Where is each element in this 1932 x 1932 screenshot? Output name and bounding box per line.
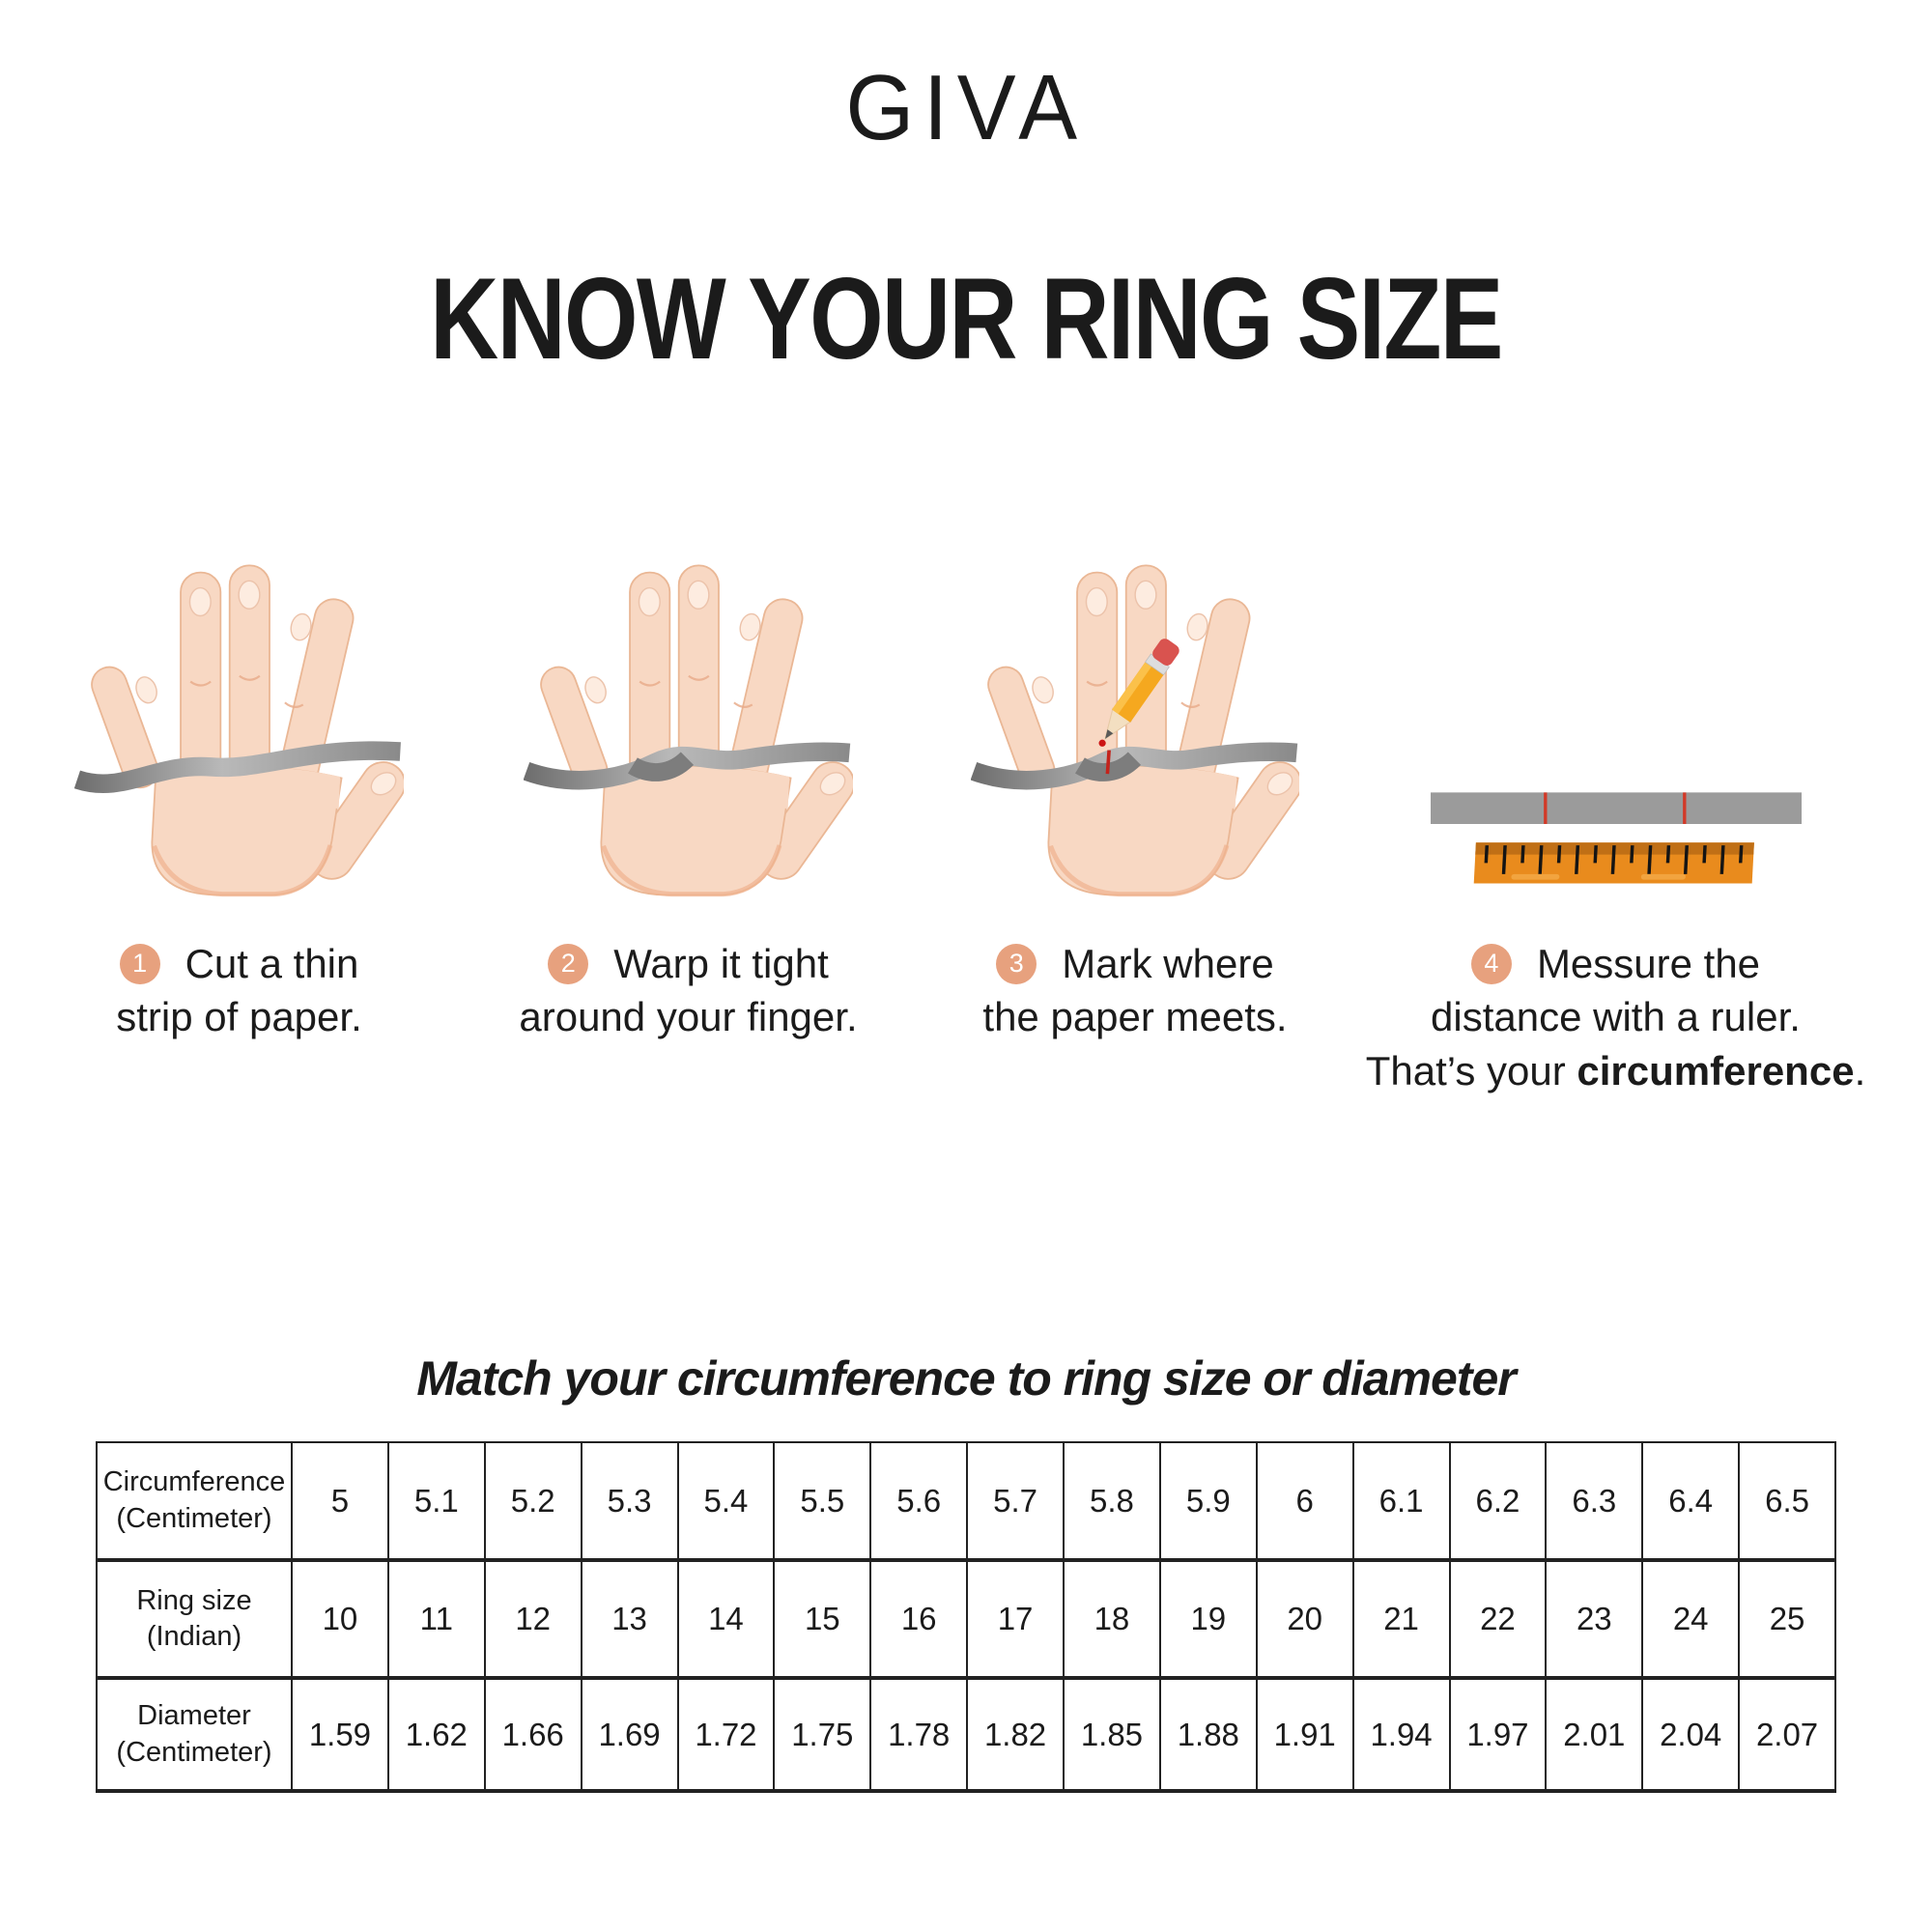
paper-strip	[524, 742, 851, 790]
row-label: Circumference (Centimeter)	[96, 1442, 293, 1561]
steps-row: 1 Cut a thin strip of paper. 2 Warp it t…	[0, 437, 1932, 1097]
table-row: Circumference (Centimeter) 5 5.1 5.2 5.3 5.4 5.…	[96, 1442, 1836, 1561]
table-cell: 1.69	[580, 1678, 679, 1792]
table-cell: 2.07	[1738, 1678, 1836, 1792]
table-cell: 21	[1351, 1560, 1451, 1679]
table-cell: 5.9	[1158, 1442, 1258, 1561]
row-label: Diameter (Centimeter)	[96, 1678, 293, 1792]
red-mark	[1105, 750, 1111, 775]
hand-paper-strip-icon	[74, 549, 403, 898]
step-2-caption: 2 Warp it tight around your finger.	[519, 937, 857, 1044]
step-4-text-line1: Messure the	[1536, 941, 1761, 986]
size-table: Circumference (Centimeter) 5 5.1 5.2 5.3 5.4 5.…	[96, 1441, 1836, 1794]
page-title: KNOW YOUR RING SIZE	[430, 254, 1503, 384]
table-cell: 6.5	[1738, 1442, 1836, 1561]
pencil-icon	[1103, 639, 1179, 741]
table-cell: 6.4	[1641, 1442, 1741, 1561]
table-cell: 18	[1063, 1560, 1161, 1679]
table-cell: 16	[869, 1560, 969, 1679]
step-3: 3 Mark where the paper meets.	[935, 437, 1336, 1097]
table-cell: 1.78	[869, 1678, 969, 1792]
step-3-illustration	[935, 437, 1336, 898]
table-cell: 1.91	[1255, 1678, 1354, 1792]
table-cell: 1.66	[483, 1678, 582, 1792]
table-cell: 6.3	[1545, 1442, 1644, 1561]
step-3-badge: 3	[996, 943, 1037, 984]
step-2-illustration	[442, 437, 935, 898]
table-cell: 14	[676, 1560, 776, 1679]
table-cell: 1.85	[1063, 1678, 1161, 1792]
table-cell: 13	[580, 1560, 679, 1679]
table-cell: 1.94	[1351, 1678, 1451, 1792]
table-cell: 6.2	[1448, 1442, 1548, 1561]
table-cell: 25	[1738, 1560, 1836, 1679]
hand-strip-wrapped-icon	[524, 549, 852, 898]
table-cell: 1.75	[773, 1678, 872, 1792]
step-1-text-line1: Cut a thin	[185, 941, 359, 986]
step-4-text-line2: distance with a ruler.	[1431, 994, 1801, 1040]
table-cell: 15	[773, 1560, 872, 1679]
step-3-text-line2: the paper meets.	[982, 994, 1288, 1040]
step-4-caption: 4 Messure the distance with a ruler. Tha…	[1366, 937, 1865, 1097]
table-cell: 1.59	[291, 1678, 389, 1792]
step-2: 2 Warp it tight around your finger.	[442, 437, 935, 1097]
giva-logo: GIVA	[845, 56, 1087, 159]
table-cell: 20	[1255, 1560, 1354, 1679]
step-4-badge: 4	[1470, 943, 1512, 984]
table-cell: 6.1	[1351, 1442, 1451, 1561]
step-3-caption: 3 Mark where the paper meets.	[982, 937, 1287, 1044]
table-cell: 1.82	[966, 1678, 1065, 1792]
table-cell: 10	[291, 1560, 389, 1679]
table-cell: 5.6	[869, 1442, 969, 1561]
step-2-text-line1: Warp it tight	[613, 941, 829, 986]
step-4-text-line3: That’s your circumference.	[1365, 1047, 1866, 1094]
table-cell: 1.88	[1158, 1678, 1258, 1792]
table-cell: 5.5	[773, 1442, 872, 1561]
step-1-illustration	[37, 437, 442, 898]
table-row: Diameter (Centimeter) 1.59 1.62 1.66 1.69 1.72…	[96, 1678, 1836, 1792]
table-cell: 5.4	[676, 1442, 776, 1561]
table-cell: 17	[966, 1560, 1065, 1679]
table-cell: 19	[1158, 1560, 1258, 1679]
table-cell: 24	[1641, 1560, 1741, 1679]
table-cell: 5.3	[580, 1442, 679, 1561]
table-cell: 11	[386, 1560, 486, 1679]
table-title: Match your circumference to ring size or…	[416, 1351, 1516, 1406]
step-2-text-line2: around your finger.	[519, 994, 858, 1040]
step-1-caption: 1 Cut a thin strip of paper.	[116, 937, 361, 1044]
circumference-emphasis: circumference	[1577, 1047, 1855, 1094]
table-cell: 2.01	[1545, 1678, 1644, 1792]
step-1-text-line2: strip of paper.	[116, 994, 362, 1040]
step-4: 4 Messure the distance with a ruler. Tha…	[1336, 437, 1896, 1097]
table-cell: 5.2	[483, 1442, 582, 1561]
table-cell: 23	[1545, 1560, 1644, 1679]
paper-strip-wrap	[628, 752, 695, 781]
red-dot	[1098, 739, 1106, 747]
step-1: 1 Cut a thin strip of paper.	[37, 437, 442, 1097]
ruler-icon	[1430, 792, 1802, 884]
paper-strip	[74, 741, 402, 793]
step-4-illustration	[1336, 437, 1896, 898]
table-cell: 12	[483, 1560, 582, 1679]
table-cell: 1.97	[1448, 1678, 1548, 1792]
step-3-text-line1: Mark where	[1062, 941, 1274, 986]
table-cell: 5	[291, 1442, 389, 1561]
table-cell: 5.1	[386, 1442, 486, 1561]
size-table-body: Circumference (Centimeter) 5 5.1 5.2 5.3 5.4 5.…	[96, 1442, 1836, 1792]
paper-strip	[970, 742, 1298, 790]
table-cell: 2.04	[1641, 1678, 1741, 1792]
table-cell: 22	[1448, 1560, 1548, 1679]
table-cell: 6	[1255, 1442, 1354, 1561]
table-cell: 1.62	[386, 1678, 486, 1792]
table-row: Ring size (Indian) 10 11 12 13 14 15 16 17 18 19 20 2…	[96, 1560, 1836, 1679]
step-2-badge: 2	[548, 943, 589, 984]
table-cell: 1.72	[676, 1678, 776, 1792]
hand-pencil-mark-icon	[970, 549, 1299, 898]
step-1-badge: 1	[119, 943, 160, 984]
table-cell: 5.7	[966, 1442, 1065, 1561]
marked-paper-strip	[1430, 792, 1802, 824]
row-label: Ring size (Indian)	[96, 1560, 293, 1679]
table-cell: 5.8	[1063, 1442, 1161, 1561]
